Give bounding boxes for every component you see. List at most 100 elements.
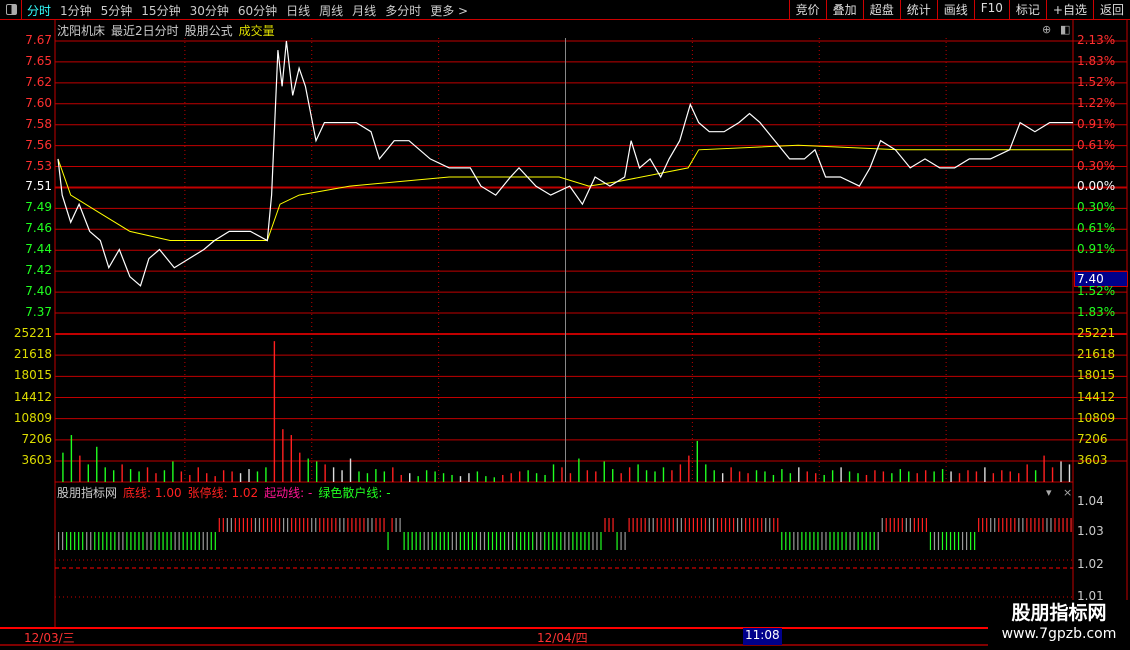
tab-multi-fenshi[interactable]: 多分时 xyxy=(385,4,422,18)
indicator-bar-down xyxy=(929,532,932,550)
tab-daily[interactable]: 日线 xyxy=(286,4,311,18)
mark-button[interactable]: 标记 xyxy=(1008,0,1046,19)
tab-15min[interactable]: 15分钟 xyxy=(141,4,181,18)
indicator-bar-down xyxy=(210,532,212,550)
indicator-bar-up xyxy=(728,518,731,532)
indicator-bar-up xyxy=(1038,518,1040,532)
indicator-bar-down xyxy=(178,532,180,550)
panel-toggle-button[interactable] xyxy=(0,0,22,19)
indicator-bar-down xyxy=(966,532,968,550)
tab-5min[interactable]: 5分钟 xyxy=(100,4,133,18)
close-icon[interactable]: × xyxy=(1063,486,1073,499)
indicator-bar-down xyxy=(544,532,546,550)
watermark-url: www.7gpzb.com xyxy=(1001,626,1117,642)
stock-name: 沈阳机床 xyxy=(57,24,106,38)
volume-bar xyxy=(730,467,732,482)
indicator-bar-down xyxy=(58,532,60,550)
indicator-bar-down xyxy=(74,532,76,550)
indicator-bar-up xyxy=(282,518,285,532)
indicator-bar-down xyxy=(805,532,807,550)
indicator-bar-down xyxy=(503,532,506,550)
back-button[interactable]: 返回 xyxy=(1092,0,1130,19)
time-label-day1: 12/03/三 xyxy=(24,631,75,645)
indicator-bar-down xyxy=(134,532,136,550)
indicator-bar-down xyxy=(813,532,815,550)
indicator-bar-up xyxy=(218,518,220,532)
indicator-bar-down xyxy=(841,532,843,550)
volume-bar xyxy=(662,467,665,482)
overlay-button[interactable]: 叠加 xyxy=(825,0,863,19)
indicator-bar-down xyxy=(86,532,88,550)
panel-icon xyxy=(6,4,17,15)
indicator-bar-up xyxy=(222,518,224,532)
indicator-bar-down xyxy=(78,532,80,550)
indicator-bar-up xyxy=(736,518,739,532)
indicator-bar-up xyxy=(258,518,261,532)
indicator-bar-up xyxy=(700,518,703,532)
indicator-tick: 1.01 xyxy=(1077,589,1104,603)
volume-bar xyxy=(112,470,115,482)
tab-30min[interactable]: 30分钟 xyxy=(189,4,229,18)
volume-bar xyxy=(738,471,741,482)
tab-more[interactable]: 更多 > xyxy=(430,4,469,18)
add-watchlist-button[interactable]: +自选 xyxy=(1045,0,1093,19)
indicator-bar-down xyxy=(536,532,538,550)
indicator-bar-up xyxy=(660,518,662,532)
expand-icon[interactable]: ⊕ xyxy=(1042,23,1052,36)
volume-bar xyxy=(256,471,259,482)
indicator-bar-up xyxy=(226,518,228,532)
price-tick: 7.58 xyxy=(25,116,52,131)
indicator-bar-up xyxy=(311,518,313,532)
indicator-bar-up xyxy=(612,518,614,532)
indicator-bar-down xyxy=(873,532,875,550)
stats-button[interactable]: 统计 xyxy=(899,0,937,19)
tab-60min[interactable]: 60分钟 xyxy=(237,4,278,18)
indicator-bar-up xyxy=(1026,518,1028,532)
watermark-title: 股朋指标网 xyxy=(1011,602,1107,624)
volume-bar xyxy=(62,452,64,482)
volume-bar xyxy=(172,461,174,482)
volume-bar xyxy=(950,471,952,482)
indicator-bar-up xyxy=(371,518,373,532)
panel-layout-icon[interactable]: ◧ xyxy=(1060,23,1071,36)
volume-bar xyxy=(518,471,521,482)
indicator-bar-down xyxy=(411,532,413,550)
tab-fenshi[interactable]: 分时 xyxy=(27,4,52,18)
tab-monthly[interactable]: 月线 xyxy=(352,4,377,18)
indicator-bar-up xyxy=(315,518,317,532)
volume-bar xyxy=(721,473,724,482)
volume-tick-right: 21618 xyxy=(1077,347,1116,362)
tab-1min[interactable]: 1分钟 xyxy=(60,4,92,18)
indicator-bar-down xyxy=(857,532,859,550)
indicator-bar-up xyxy=(327,518,329,532)
indicator-bar-down xyxy=(66,532,68,550)
auction-button[interactable]: 竞价 xyxy=(788,0,826,19)
indicator-bar-down xyxy=(580,532,582,550)
volume-bar xyxy=(155,473,157,482)
indicator-bar-down xyxy=(447,532,449,550)
volume-bar xyxy=(502,474,504,482)
f10-button[interactable]: F10 xyxy=(973,0,1009,19)
indicator-bar-up xyxy=(889,518,891,532)
volume-bar xyxy=(265,467,267,482)
draw-line-button[interactable]: 画线 xyxy=(936,0,974,19)
indicator-bar-down xyxy=(853,532,855,550)
volume-bar xyxy=(823,474,825,482)
volume-bar xyxy=(459,476,462,482)
indicator-bar-down xyxy=(793,532,795,550)
indicator-bar-down xyxy=(483,532,486,550)
volume-bar xyxy=(848,471,851,482)
indicator-bar-up xyxy=(753,518,755,532)
period-tabs: 分时 1分钟 5分钟 15分钟 30分钟 60分钟 日线 周线 月线 多分时 更… xyxy=(27,2,468,19)
indicator-legend: 股朋指标网 底线: 1.00 张停线: 1.02 起动线: - 绿色散户线: - xyxy=(57,484,391,501)
indicator-bar-down xyxy=(471,532,474,550)
indicator-tick: 1.02 xyxy=(1077,557,1104,571)
tab-weekly[interactable]: 周线 xyxy=(319,4,344,18)
indicator-bar-down xyxy=(849,532,851,550)
super-board-button[interactable]: 超盘 xyxy=(862,0,900,19)
dropdown-icon[interactable]: ▾ xyxy=(1046,486,1052,499)
volume-bar xyxy=(493,477,496,482)
indicator-bar-down xyxy=(98,532,100,550)
volume-bar xyxy=(485,476,487,482)
